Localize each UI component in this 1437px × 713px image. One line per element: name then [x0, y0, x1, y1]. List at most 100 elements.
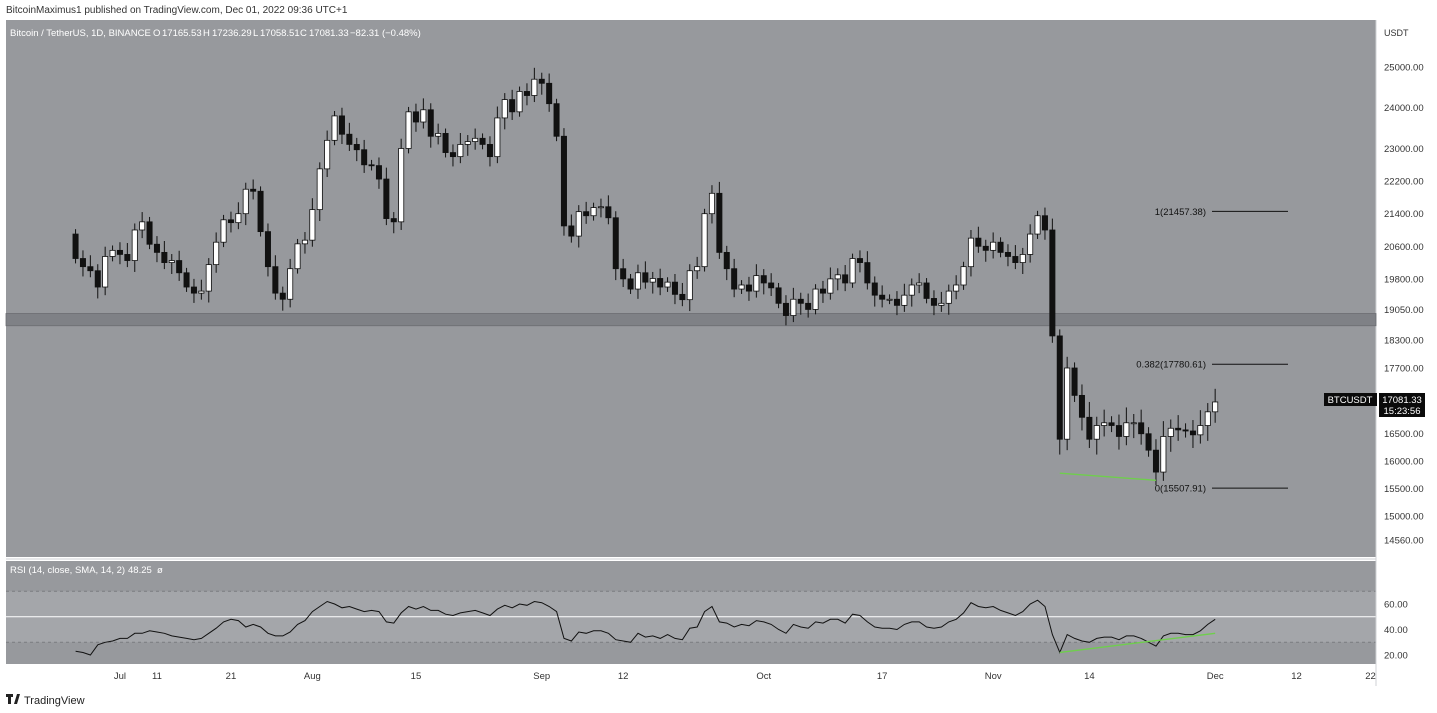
candle	[597, 198, 604, 218]
price-tick-label: 23000.00	[1384, 144, 1424, 155]
candle	[1049, 218, 1056, 343]
candle-body	[1012, 256, 1019, 263]
candle-body	[346, 133, 353, 145]
candle	[834, 268, 841, 291]
candle	[257, 186, 264, 237]
candle	[102, 246, 109, 296]
time-tick-label: 22	[1365, 671, 1376, 682]
candle-body	[523, 91, 530, 96]
candle	[1204, 403, 1211, 441]
candle-body	[657, 278, 664, 288]
candle	[819, 280, 826, 303]
rsi-tick-label: 40.00	[1384, 625, 1408, 636]
candle	[1160, 421, 1167, 481]
candle	[708, 185, 715, 224]
candle	[1108, 416, 1115, 433]
candle	[908, 278, 915, 307]
candle	[775, 282, 782, 309]
candle-body	[486, 144, 493, 158]
rsi-value: 48.25	[128, 565, 152, 576]
candle-body	[805, 302, 812, 310]
rsi-tick-label: 60.00	[1384, 600, 1408, 611]
candle	[1019, 247, 1026, 274]
candle-body	[923, 282, 930, 299]
time-tick-label: Dec	[1207, 671, 1224, 682]
candle-body	[916, 282, 923, 286]
candle	[982, 239, 989, 262]
candle-body	[316, 168, 323, 211]
candle	[227, 211, 234, 233]
tradingview-logo-icon	[6, 694, 20, 704]
candle	[1071, 362, 1078, 402]
candle-body	[353, 144, 360, 151]
candle-body	[538, 78, 545, 84]
candle	[745, 276, 752, 301]
candle	[634, 264, 641, 299]
tradingview-logo-text: TradingView	[24, 695, 85, 707]
candle-body	[1056, 335, 1063, 440]
candle-body	[575, 211, 582, 237]
candle-body	[198, 290, 205, 294]
candle-body	[997, 241, 1004, 253]
candle-body	[375, 165, 382, 180]
candle-body	[634, 272, 641, 290]
candle	[657, 268, 664, 296]
candle-body	[220, 219, 227, 243]
candle	[605, 195, 612, 225]
price-tag-countdown: 15:23:56	[1384, 406, 1421, 417]
candle-body	[257, 190, 264, 233]
candle-body	[686, 270, 693, 301]
price-tick-label: 18300.00	[1384, 336, 1424, 347]
candle	[864, 251, 871, 290]
candle	[375, 157, 382, 189]
candle	[664, 277, 671, 292]
candle	[509, 89, 516, 120]
candle	[442, 128, 449, 158]
candle-body	[227, 219, 234, 224]
candle-body	[102, 256, 109, 288]
time-tick-label: Sep	[533, 671, 550, 682]
candle	[531, 67, 538, 103]
candle	[1064, 356, 1071, 451]
candle	[1189, 420, 1196, 448]
candle-body	[782, 302, 789, 316]
ohlc-open-value: 17165.53	[162, 28, 202, 39]
candle	[560, 128, 567, 236]
candle-body	[679, 293, 686, 301]
candle	[960, 261, 967, 290]
price-tick-label: 14560.00	[1384, 536, 1424, 547]
candle	[612, 211, 619, 281]
candle-body	[1204, 411, 1211, 426]
candle-body	[642, 272, 649, 283]
candle	[871, 276, 878, 307]
candle	[901, 283, 908, 312]
candle	[916, 273, 923, 294]
candle-body	[509, 99, 516, 113]
candle-body	[109, 249, 116, 257]
candle-body	[242, 188, 249, 215]
candle-body	[213, 241, 220, 266]
candle	[923, 278, 930, 304]
candle	[205, 258, 212, 303]
candle	[324, 130, 331, 178]
ohlc-high-label: H	[203, 28, 210, 39]
candle	[753, 264, 760, 298]
candle	[168, 254, 175, 274]
candle-body	[398, 148, 405, 223]
candle	[1152, 439, 1159, 486]
candle	[294, 238, 301, 274]
candle	[1056, 329, 1063, 455]
candle-body	[516, 91, 523, 113]
candle	[590, 202, 597, 221]
price-tick-label: 22200.00	[1384, 177, 1424, 188]
candle	[990, 232, 997, 259]
candle-body	[116, 249, 123, 255]
candle	[538, 72, 545, 95]
candle-body	[250, 188, 257, 192]
candle	[272, 255, 279, 300]
candle	[553, 98, 560, 142]
candle	[331, 111, 338, 146]
candle	[316, 162, 323, 222]
ohlc-low-label: L	[253, 28, 258, 39]
candle-body	[501, 99, 508, 119]
